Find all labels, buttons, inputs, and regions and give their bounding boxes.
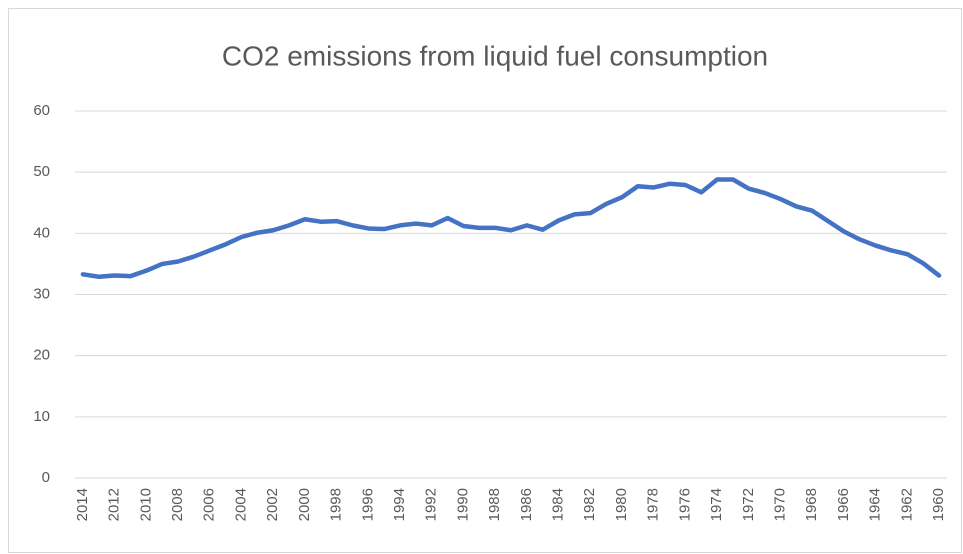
- y-tick-label: 60: [33, 102, 50, 119]
- x-tick-label: 2004: [232, 488, 249, 521]
- y-tick-label: 0: [42, 469, 50, 486]
- data-line: [80, 177, 942, 280]
- x-tick-label: 1992: [423, 488, 440, 521]
- y-tick-label: 20: [33, 347, 50, 364]
- x-tick-label: 1966: [835, 488, 852, 521]
- x-tick-label: 2014: [74, 488, 91, 521]
- x-tick-label: 1970: [771, 488, 788, 521]
- x-tick-label: 1996: [359, 488, 376, 521]
- x-tick-label: 1986: [518, 488, 535, 521]
- y-tick-label: 50: [33, 163, 50, 180]
- x-tick-label: 2000: [296, 488, 313, 521]
- y-tick-label: 10: [33, 408, 50, 425]
- x-tick-label: 1972: [740, 488, 757, 521]
- x-tick-label: 1964: [867, 488, 884, 521]
- x-tick-label: 1984: [550, 488, 567, 521]
- x-tick-label: 1998: [328, 488, 345, 521]
- x-tick-label: 1980: [613, 488, 630, 521]
- x-tick-label: 2002: [264, 488, 281, 521]
- y-tick-label: 40: [33, 224, 50, 241]
- x-tick-label: 1990: [454, 488, 471, 521]
- x-tick-label: 2006: [201, 488, 218, 521]
- y-tick-label: 30: [33, 285, 50, 302]
- x-tick-label: 1994: [391, 488, 408, 521]
- x-tick-label: 1982: [581, 488, 598, 521]
- x-tick-label: 2012: [106, 488, 123, 521]
- x-tick-label: 1968: [803, 488, 820, 521]
- x-tick-label: 1974: [708, 488, 725, 521]
- x-tick-label: 1962: [898, 488, 915, 521]
- x-tick-label: 1976: [676, 488, 693, 521]
- x-tick-label: 2008: [169, 488, 186, 521]
- x-tick-label: 1978: [645, 488, 662, 521]
- chart-frame: [8, 8, 962, 553]
- x-tick-label: 1988: [486, 488, 503, 521]
- x-tick-label: 2010: [137, 488, 154, 521]
- x-tick-label: 1960: [930, 488, 947, 521]
- chart-title: CO2 emissions from liquid fuel consumpti…: [222, 40, 768, 71]
